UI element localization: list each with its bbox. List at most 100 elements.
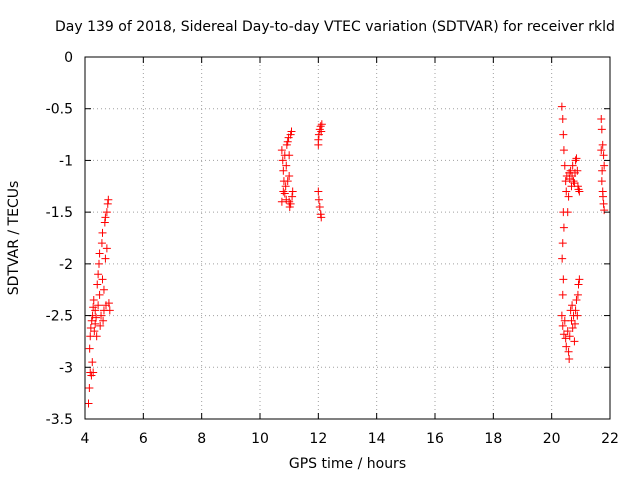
data-point: [278, 156, 287, 165]
data-point: [104, 299, 113, 308]
y-tick-label: -2.5: [46, 309, 73, 325]
data-point: [101, 213, 110, 222]
y-tick-labels: 0 -0.5 -1 -1.5 -2 -2.5 -3 -3.5: [46, 50, 73, 428]
data-point: [573, 290, 582, 299]
data-point: [285, 171, 294, 180]
data-point: [558, 254, 567, 263]
data-point: [283, 137, 292, 146]
data-point: [597, 146, 606, 155]
y-tick-label: -3.5: [46, 412, 73, 428]
y-axis-label: SDTVAR / TECUs: [6, 180, 22, 296]
y-tick-label: -1: [59, 153, 73, 169]
data-point: [90, 327, 99, 336]
x-tick-label: 10: [251, 431, 269, 447]
data-point: [572, 296, 581, 305]
data-point: [287, 127, 296, 136]
data-point: [597, 177, 606, 186]
data-point: [597, 125, 606, 134]
grid-lines: [85, 57, 610, 419]
data-point: [288, 187, 297, 196]
x-tick-label: 20: [543, 431, 561, 447]
data-point: [315, 202, 324, 211]
data-point: [92, 313, 101, 322]
data-point: [562, 171, 571, 180]
data-point: [85, 344, 94, 353]
data-point: [91, 319, 100, 328]
data-point: [573, 311, 582, 320]
x-tick-label: 16: [426, 431, 444, 447]
data-point: [92, 332, 101, 341]
data-point: [279, 187, 288, 196]
data-point: [93, 280, 102, 289]
data-point: [314, 195, 323, 204]
y-tick-label: -3: [59, 360, 73, 376]
plot-frame: [84, 56, 611, 420]
data-point: [94, 301, 103, 310]
data-point: [317, 213, 326, 222]
data-point: [314, 187, 323, 196]
chart-title: Day 139 of 2018, Sidereal Day-to-day VTE…: [55, 19, 615, 35]
data-point: [103, 199, 112, 208]
x-tick-label: 12: [309, 431, 327, 447]
data-point: [88, 358, 97, 367]
data-point: [565, 332, 574, 341]
data-point: [280, 151, 289, 160]
data-point: [98, 275, 107, 284]
data-point: [568, 161, 577, 170]
x-tick-labels: 4 6 8 10 12 14 16 18 20 22: [81, 431, 619, 447]
data-point: [105, 306, 114, 315]
data-point: [561, 334, 570, 343]
data-point: [91, 306, 100, 315]
data-point: [599, 199, 608, 208]
data-point: [562, 187, 571, 196]
data-point: [571, 156, 580, 165]
x-tick-label: 18: [484, 431, 502, 447]
data-point: [559, 223, 568, 232]
data-point: [570, 337, 579, 346]
data-point: [600, 206, 609, 215]
data-point: [568, 323, 577, 332]
data-point: [560, 316, 569, 325]
data-point: [573, 166, 582, 175]
data-point: [562, 342, 571, 351]
data-point: [558, 115, 567, 124]
data-point: [283, 177, 292, 186]
data-point: [598, 140, 607, 149]
x-axis-label: GPS time / hours: [288, 456, 407, 472]
x-tick-label: 4: [81, 431, 90, 447]
data-point: [281, 182, 290, 191]
data-point: [571, 319, 579, 328]
data-point: [568, 301, 577, 310]
data-point: [95, 249, 104, 258]
data-point: [288, 192, 297, 201]
y-tick-label: -2: [59, 257, 73, 273]
data-point: [600, 161, 609, 170]
data-point: [564, 192, 573, 201]
data-point: [314, 140, 323, 149]
data-point: [565, 355, 574, 364]
y-tick-label: -0.5: [46, 102, 73, 118]
data-point: [571, 306, 580, 315]
data-point: [599, 151, 608, 160]
data-point: [559, 275, 568, 284]
x-tick-label: 8: [197, 431, 206, 447]
data-point: [564, 347, 573, 356]
y-tick-label: -1.5: [46, 205, 73, 221]
data-point: [598, 166, 607, 175]
data-point: [85, 383, 94, 392]
data-point: [575, 275, 584, 284]
data-point: [89, 368, 98, 377]
data-point: [574, 280, 583, 289]
data-point: [279, 166, 288, 175]
data-point: [572, 154, 581, 163]
x-tick-label: 14: [368, 431, 386, 447]
data-point: [561, 177, 570, 186]
data-point: [101, 254, 110, 263]
data-point: [100, 218, 109, 227]
data-point: [557, 311, 566, 320]
data-point: [285, 197, 294, 206]
data-point: [102, 244, 111, 253]
data-point: [569, 177, 578, 186]
data-point: [575, 187, 584, 196]
data-point: [316, 122, 325, 131]
